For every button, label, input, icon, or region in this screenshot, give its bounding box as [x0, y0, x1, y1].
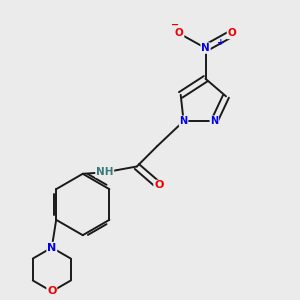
Text: N: N	[47, 243, 56, 253]
Text: N: N	[210, 116, 218, 126]
Text: N: N	[201, 43, 210, 53]
Text: +: +	[217, 38, 225, 47]
Text: O: O	[175, 28, 184, 38]
Text: N: N	[180, 116, 188, 126]
Text: O: O	[154, 181, 164, 190]
Text: NH: NH	[96, 167, 113, 177]
Text: −: −	[171, 20, 179, 30]
Text: O: O	[227, 28, 236, 38]
Text: O: O	[47, 286, 56, 296]
